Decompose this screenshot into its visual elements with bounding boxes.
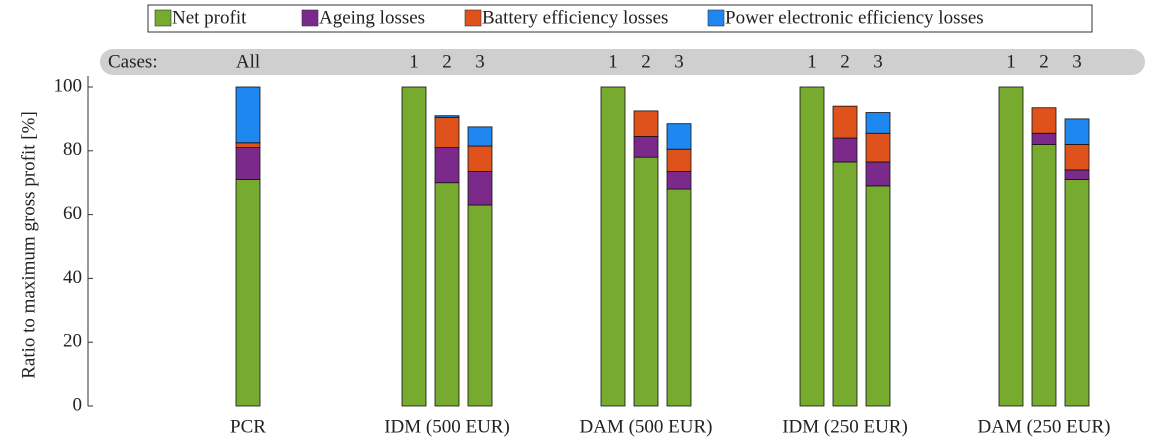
cases-band (100, 49, 1145, 75)
bar-segment (832, 161, 858, 407)
y-tick-label: 20 (63, 331, 82, 352)
case-label: 3 (873, 51, 883, 72)
bar-segment (235, 86, 261, 144)
bar-segment (467, 145, 493, 172)
bar-segment (1064, 144, 1090, 171)
case-label: 3 (475, 51, 485, 72)
case-label: 1 (1006, 51, 1016, 72)
bar-segment (998, 86, 1024, 407)
bar-segment (467, 204, 493, 407)
bar-segment (666, 148, 692, 172)
y-tick-label: 40 (63, 267, 82, 288)
case-label: 2 (1039, 51, 1049, 72)
bar-segment (865, 161, 891, 187)
cases-label: Cases: (108, 51, 158, 72)
case-label: 2 (442, 51, 452, 72)
bar-segment (666, 123, 692, 150)
case-label: 2 (840, 51, 850, 72)
x-tick-label: DAM (250 EUR) (978, 416, 1111, 437)
bar-segment (434, 182, 460, 407)
bar-segment (434, 115, 460, 118)
legend-swatch (707, 9, 725, 27)
bar-segment (1064, 118, 1090, 145)
bar-segment (600, 86, 626, 407)
y-tick-label: 0 (73, 394, 83, 415)
y-tick-label: 80 (63, 139, 82, 160)
bar-segment (799, 86, 825, 407)
bar-segment (1031, 107, 1057, 134)
bar-segment (235, 179, 261, 407)
legend-swatch (301, 9, 319, 27)
bar-segment (865, 132, 891, 163)
bar-segment (467, 171, 493, 206)
bar-segment (1031, 132, 1057, 145)
bar-segment (865, 185, 891, 407)
bar-segment (434, 147, 460, 184)
x-tick-label: DAM (500 EUR) (580, 416, 713, 437)
bar-segment (832, 105, 858, 139)
legend-swatch (154, 9, 172, 27)
bar-segment (633, 110, 659, 137)
legend-label: Net profit (172, 7, 247, 28)
bar-segment (1064, 179, 1090, 407)
bar-segment (666, 171, 692, 190)
y-axis-label: Ratio to maximum gross profit [%] (18, 111, 39, 379)
y-tick-label: 60 (63, 203, 82, 224)
case-label: 1 (409, 51, 419, 72)
case-label: 3 (674, 51, 684, 72)
bar-segment (832, 137, 858, 163)
bar-segment (666, 188, 692, 407)
case-label: All (236, 51, 260, 72)
x-tick-label: IDM (500 EUR) (384, 416, 510, 437)
bar-segment (235, 142, 261, 149)
bar-segment (1031, 144, 1057, 407)
legend-label: Power electronic efficiency losses (725, 7, 984, 28)
legend-label: Battery efficiency losses (482, 7, 668, 28)
bar-segment (1064, 169, 1090, 180)
legend-swatch (464, 9, 482, 27)
bar-segment (865, 112, 891, 134)
case-label: 2 (641, 51, 651, 72)
bar-segment (633, 136, 659, 158)
y-tick-label: 100 (54, 75, 83, 96)
bar-segment (235, 147, 261, 180)
case-label: 1 (807, 51, 817, 72)
legend-label: Ageing losses (319, 7, 425, 28)
bar-segment (633, 156, 659, 407)
x-tick-label: PCR (230, 416, 266, 437)
case-label: 3 (1072, 51, 1082, 72)
bar-segment (467, 126, 493, 147)
case-label: 1 (608, 51, 618, 72)
bar-segment (401, 86, 427, 407)
x-tick-label: IDM (250 EUR) (782, 416, 908, 437)
bar-segment (434, 116, 460, 149)
